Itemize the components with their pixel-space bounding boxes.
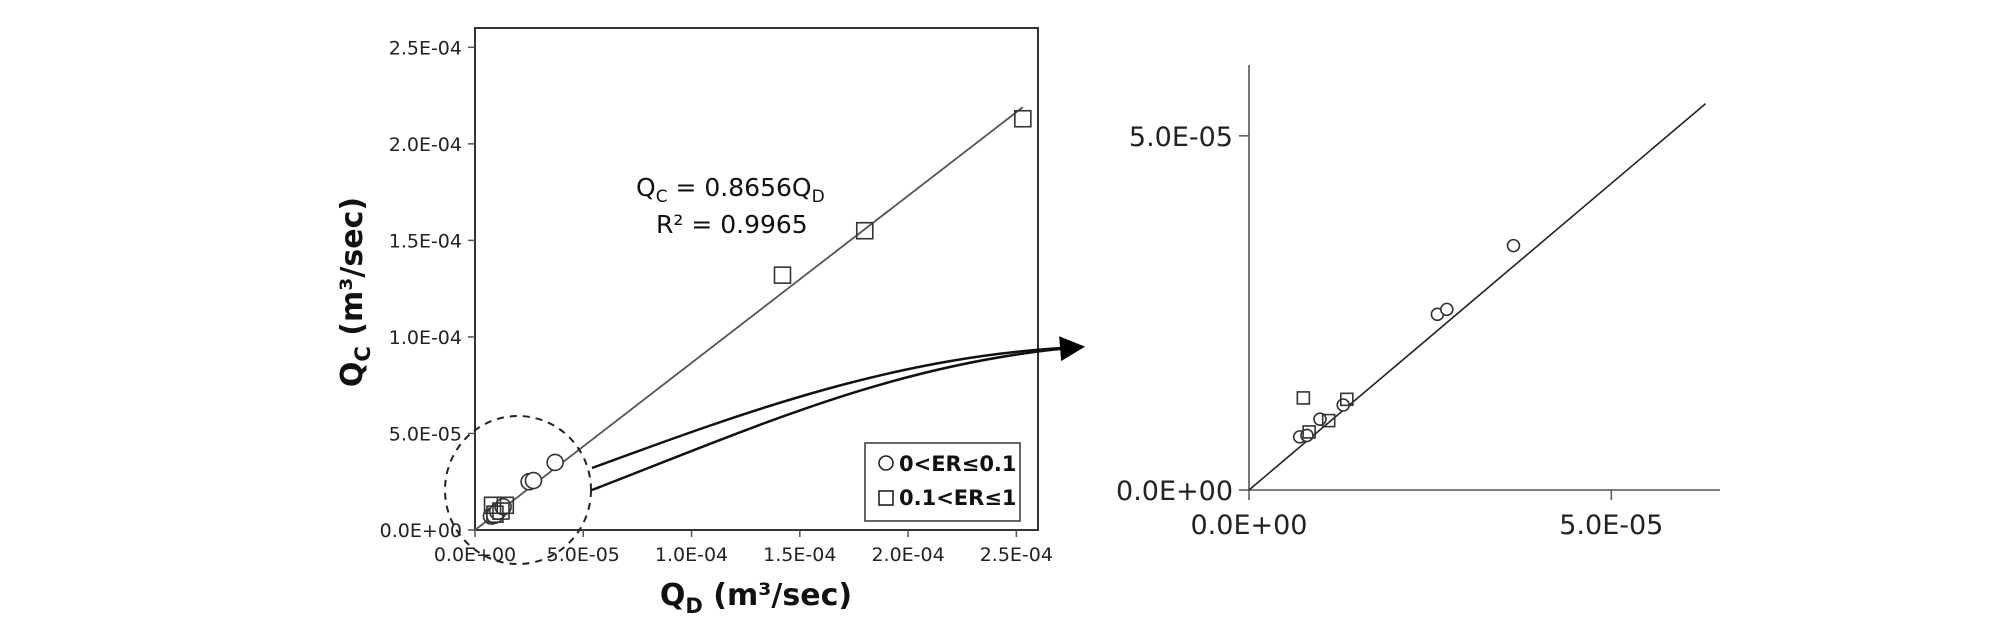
y-tick-label: 5.0E-05	[1129, 122, 1233, 153]
main-points	[482, 109, 1032, 525]
x-tick-label: 5.0E-05	[1559, 510, 1663, 541]
x-tick-label: 2.0E-04	[871, 544, 944, 566]
data-point-circle	[524, 471, 543, 490]
y-tick-label: 0.0E+00	[380, 520, 462, 542]
legend-square-marker	[878, 490, 894, 506]
legend: 0<ER≤0.1 0.1<ER≤1	[864, 442, 1021, 522]
y-tick-label: 2.5E-04	[389, 37, 462, 59]
x-tick-label: 0.0E+00	[1191, 510, 1308, 541]
inset-chart: 0.0E+00 5.0E-05 0.0E+00 5.0E-05	[1116, 65, 1720, 541]
main-plot-frame	[474, 27, 1039, 531]
y-tick-label: 1.5E-04	[389, 230, 462, 252]
data-point-circle	[1440, 302, 1454, 317]
legend-box	[864, 442, 1021, 522]
r-squared: R² = 0.9965	[656, 210, 808, 239]
data-point-square	[1296, 391, 1311, 405]
main-x-axis: 0.0E+00 5.0E-05 1.0E-04 1.5E-04 2.0E-04 2.5E-…	[434, 530, 1053, 566]
inset-y-axis: 0.0E+00 5.0E-05	[1116, 122, 1249, 507]
data-point-square	[855, 221, 874, 240]
x-tick-label: 5.0E-05	[547, 544, 620, 566]
inset-points	[1292, 238, 1521, 444]
x-tick-label: 1.0E-04	[655, 544, 728, 566]
data-point-square	[492, 502, 510, 520]
main-y-axis: 0.0E+00 5.0E-05 1.0E-04 1.5E-04 2.0E-04 2.5E-…	[380, 37, 475, 542]
regression-equation: QC = 0.8656QD	[636, 173, 825, 207]
data-point-circle	[546, 453, 564, 472]
inset-trendline	[1248, 103, 1707, 491]
data-point-square	[1340, 392, 1354, 407]
main-trendline	[474, 106, 1024, 531]
data-point-square	[1321, 413, 1336, 428]
x-tick-label: 1.5E-04	[763, 544, 836, 566]
y-tick-label: 0.0E+00	[1116, 476, 1233, 507]
main-chart: 0.0E+00 5.0E-05 1.0E-04 1.5E-04 2.0E-04 2.5E-…	[335, 27, 1053, 618]
y-tick-label: 2.0E-04	[389, 134, 462, 156]
legend-circle-marker	[878, 455, 894, 471]
data-point-square	[1302, 425, 1316, 439]
zoom-region-circle	[444, 415, 592, 565]
legend-label-series-1: 0<ER≤0.1	[899, 452, 1017, 476]
y-tick-label: 5.0E-05	[389, 423, 462, 445]
data-point-square	[773, 266, 792, 284]
zoom-connector-arrow	[591, 336, 1085, 492]
x-tick-label: 0.0E+00	[434, 544, 516, 566]
main-y-axis-label: QC (m³/sec)	[335, 197, 375, 387]
y-tick-label: 1.0E-04	[389, 327, 462, 349]
data-point-square	[1014, 109, 1032, 128]
legend-label-series-2: 0.1<ER≤1	[899, 486, 1017, 510]
x-tick-label: 2.5E-04	[980, 544, 1053, 566]
main-x-axis-label: QD (m³/sec)	[660, 578, 852, 618]
data-point-circle	[1506, 238, 1521, 253]
data-point-square	[486, 505, 504, 523]
inset-x-axis: 0.0E+00 5.0E-05	[1191, 490, 1663, 541]
data-point-square	[496, 496, 515, 515]
